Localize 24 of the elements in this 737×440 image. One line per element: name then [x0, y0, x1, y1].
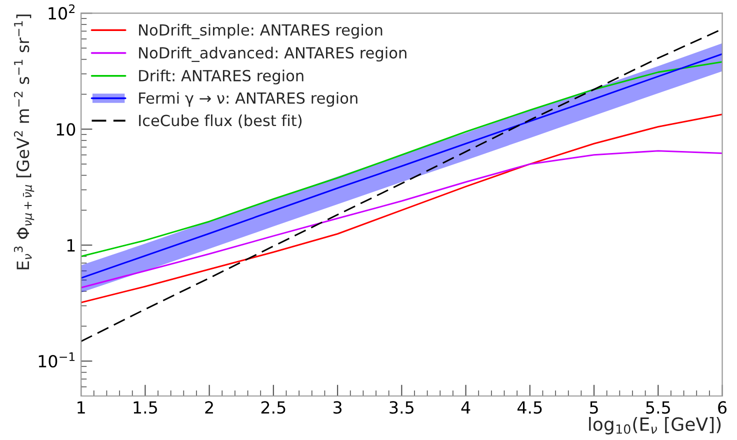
y-tick-label: 10$^{2}$	[48, 4, 74, 20]
y-tick-label: 10$^{−1}$	[38, 352, 75, 368]
x-tick-label: 5	[590, 401, 598, 414]
legend-label: NoDrift_simple: ANTARES region	[139, 24, 382, 40]
legend-label: IceCube flux (best fit)	[139, 114, 302, 128]
text: E$_{ν}$$^{3}$ Φ$_{νμ+ν̄μ}$ [GeV$^{2}$ m$^{−2}$ s$^{−1}$ sr$^{−1}$]	[14, 14, 34, 270]
y-tick-label: 10	[56, 123, 76, 136]
x-tick-label: 1.5	[134, 401, 157, 414]
legend-label: Fermi γ → ν: ANTARES region	[139, 92, 358, 107]
x-tick-label: 3.5	[390, 401, 414, 414]
x-tick-label: 2.5	[261, 401, 286, 414]
x-tick-label: 6	[718, 401, 727, 414]
legend-label: NoDrift_advanced: ANTARES region	[139, 46, 406, 62]
legend-label: Drift: ANTARES region	[139, 70, 304, 84]
x-tick-label: 4.5	[517, 401, 542, 414]
line-series	[81, 150, 722, 288]
x-tick-label: 4	[461, 401, 470, 414]
line-series	[81, 114, 722, 304]
x-tick-label: 2	[205, 401, 213, 414]
x-tick-label: 3	[334, 401, 342, 414]
x-axis-title: log$_{10}$(E$_{ν}$ [GeV])	[589, 416, 721, 434]
x-tick-label: 5.5	[646, 401, 670, 414]
y-tick-label: 1	[67, 239, 75, 252]
x-tick-label: 1	[78, 401, 85, 414]
